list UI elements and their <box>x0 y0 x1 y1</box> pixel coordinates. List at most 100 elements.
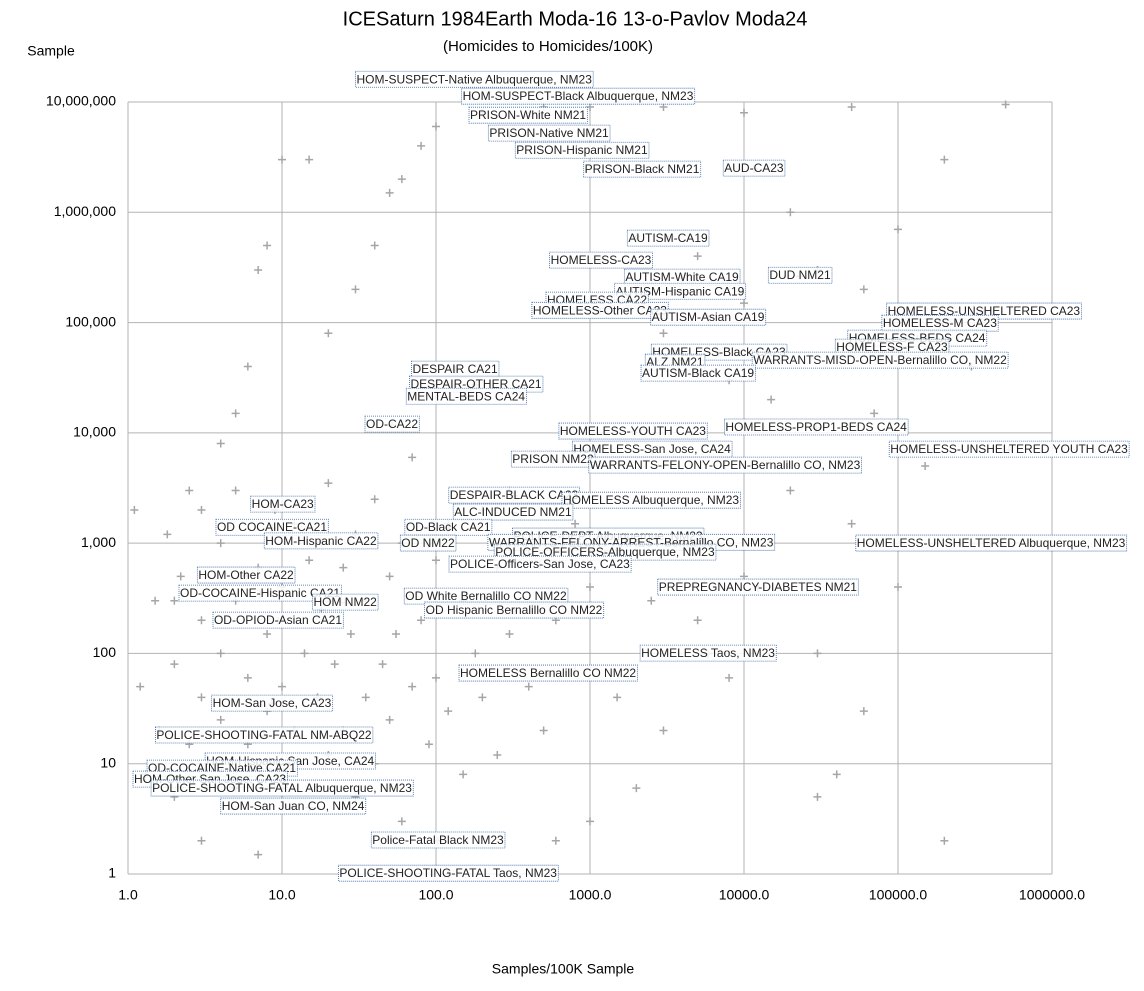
annotation-label: HOM-San Jose, CA23 <box>213 696 332 710</box>
annotation: HOMELESS-San Jose, CA24 <box>571 440 733 458</box>
annotation-label: PRISON NM22 <box>512 452 594 466</box>
annotation: PRISON-White NM21 <box>468 106 588 124</box>
annotation-box <box>403 587 569 605</box>
annotation: HOMELESS-CA23 <box>549 251 654 269</box>
annotation-box <box>220 797 367 815</box>
annotation: WARRANTS-FELONY-OPEN-Bernalillo CO, NM23 <box>588 456 863 474</box>
annotation-label: PRISON-White NM21 <box>470 108 586 122</box>
annotation-label: HOMELESS-San Jose, CA24 <box>573 442 731 456</box>
annotation: HOM-Hispanic CA22 <box>263 532 379 550</box>
point <box>351 285 360 294</box>
point <box>392 630 401 639</box>
point <box>397 817 406 826</box>
annotation-box <box>561 491 741 509</box>
annotation-label: DESPAIR-BLACK CA23 <box>450 488 579 502</box>
annotation-label: HOM-SUSPECT-Black Albuquerque, NM23 <box>463 89 694 103</box>
annotation-box <box>196 566 296 584</box>
point <box>370 241 379 250</box>
point <box>847 519 856 528</box>
point <box>370 495 379 504</box>
annotation: HOMELESS Bernalillo CO NM22 <box>458 664 638 682</box>
point <box>231 409 240 418</box>
annotation: HOMELESS-F CA23 <box>834 338 950 356</box>
point <box>505 630 514 639</box>
annotation-box <box>452 503 574 521</box>
point <box>408 453 417 462</box>
annotation-label: WARRANTS-FELONY-OPEN-Bernalillo CO, NM23 <box>590 458 861 472</box>
annotation-label: HOM-Hispanic CA22 <box>265 534 377 548</box>
annotation-label: OD-OPIOD-Asian CA21 <box>214 613 342 627</box>
annotation: DUD NM21 <box>767 266 833 284</box>
point <box>243 362 252 371</box>
annotation-label: OD-Black CA21 <box>406 520 491 534</box>
annotation-box <box>211 694 334 712</box>
point <box>385 715 394 724</box>
annotation-box <box>583 160 702 178</box>
annotation: Police-Fatal Black NM23 <box>370 831 506 849</box>
point <box>493 750 502 759</box>
annotation-label: POLICE-SHOOTING-FATAL Taos, NM23 <box>339 866 557 880</box>
point <box>586 817 594 826</box>
annotation-box <box>364 415 420 433</box>
annotation-box <box>514 141 650 159</box>
annotation: OD White Bernalillo CO NM22 <box>403 587 569 605</box>
annotation: HOMELESS-YOUTH CA23 <box>558 422 708 440</box>
point <box>151 596 160 605</box>
point <box>305 556 314 565</box>
annotation-box <box>250 495 316 513</box>
annotation-label: ALC-INDUCED NM21 <box>454 505 572 519</box>
annotation-label: DESPAIR CA21 <box>412 362 497 376</box>
annotation-box <box>751 351 1009 369</box>
annotation-box <box>558 422 708 440</box>
annotation-label: HOMELESS-YOUTH CA23 <box>560 424 706 438</box>
point <box>231 486 240 495</box>
annotation-box <box>657 578 859 596</box>
annotation: POLICE-Officers-San Jose, CA23 <box>448 555 632 573</box>
annotation: OD-CA22 <box>364 415 420 433</box>
annotation-box <box>650 308 767 326</box>
annotation: DESPAIR CA21 <box>411 360 500 378</box>
point <box>444 707 453 716</box>
point <box>551 836 560 845</box>
annotation-label: POLICE-OFFICERS-Albuquerque, NM23 <box>495 545 715 559</box>
annotation-box <box>337 864 559 882</box>
annotation: PRISON-Black NM21 <box>583 160 702 178</box>
annotation: OD-Black CA21 <box>404 518 493 536</box>
point <box>197 505 206 514</box>
annotation-label: OD White Bernalillo CO NM22 <box>405 589 567 603</box>
point <box>859 285 868 294</box>
annotation-box <box>155 726 374 744</box>
point <box>424 740 433 749</box>
x-tick-label: 10000.0 <box>719 887 770 903</box>
annotation: PRISON-Hispanic NM21 <box>514 141 650 159</box>
annotation-label: PRISON-Black NM21 <box>585 162 700 176</box>
annotation: HOMELESS-M CA23 <box>881 314 999 332</box>
annotation-label: HOMELESS-UNSHELTERED YOUTH CA23 <box>890 442 1128 456</box>
annotation: AUTISM-Asian CA19 <box>650 308 767 326</box>
point <box>459 770 468 779</box>
annotation-box <box>639 644 777 662</box>
annotation-box <box>178 584 342 602</box>
annotation: AUTISM-White CA19 <box>623 268 741 286</box>
annotation-box <box>510 450 596 468</box>
annotation-box <box>448 555 632 573</box>
point <box>417 616 426 625</box>
annotation-box <box>623 268 741 286</box>
annotation: OD Hispanic Bernalillo CO NM22 <box>424 601 605 619</box>
annotation-label: POLICE-SHOOTING-FATAL Albuquerque, NM23 <box>152 781 412 795</box>
annotation-box <box>212 611 344 629</box>
point <box>361 693 370 702</box>
annotation-box <box>722 159 786 177</box>
point <box>432 556 440 565</box>
x-tick-label: 1000.0 <box>569 887 612 903</box>
point <box>300 649 309 658</box>
y-tick-label: 10 <box>100 754 116 770</box>
y-tick-label: 100,000 <box>65 313 116 329</box>
annotation: HOM-San Juan CO, NM24 <box>220 797 367 815</box>
annotation-label: DESPAIR-OTHER CA21 <box>410 377 541 391</box>
annotation-box <box>405 387 527 405</box>
point <box>216 539 225 548</box>
annotation: OD-COCAINE-Hispanic CA21 <box>178 584 342 602</box>
point <box>813 792 822 801</box>
